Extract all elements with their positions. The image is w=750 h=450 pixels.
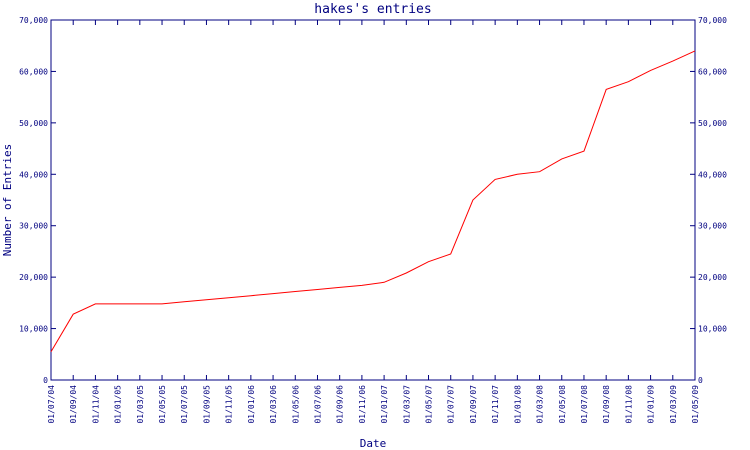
- y2-tick-label: 40,000: [698, 170, 727, 179]
- y-tick-label: 30,000: [19, 222, 48, 231]
- x-tick-label: 01/07/06: [313, 385, 322, 424]
- x-tick-label: 01/11/08: [624, 385, 633, 424]
- y-tick-label: 0: [43, 376, 48, 385]
- x-tick-label: 01/05/05: [158, 385, 167, 424]
- x-tick-label: 01/07/04: [47, 385, 56, 424]
- x-tick-label: 01/03/08: [536, 385, 545, 424]
- y-tick-label: 40,000: [19, 170, 48, 179]
- y-tick-label: 60,000: [19, 67, 48, 76]
- x-axis-title: Date: [360, 437, 387, 450]
- y2-tick-label: 30,000: [698, 222, 727, 231]
- x-tick-label: 01/01/05: [114, 385, 123, 424]
- x-tick-label: 01/01/09: [647, 385, 656, 424]
- x-tick-label: 01/11/04: [91, 385, 100, 424]
- y-tick-label: 20,000: [19, 273, 48, 282]
- x-tick-label: 01/05/06: [291, 385, 300, 424]
- y2-tick-label: 10,000: [698, 325, 727, 334]
- y-tick-label: 10,000: [19, 325, 48, 334]
- x-tick-label: 01/01/06: [247, 385, 256, 424]
- y2-tick-label: 60,000: [698, 67, 727, 76]
- x-tick-label: 01/03/05: [136, 385, 145, 424]
- x-tick-label: 01/03/06: [269, 385, 278, 424]
- y-tick-label: 50,000: [19, 119, 48, 128]
- x-tick-label: 01/09/06: [336, 385, 345, 424]
- plot-frame: [50, 19, 696, 381]
- x-tick-label: 01/03/09: [669, 385, 678, 424]
- y2-tick-label: 50,000: [698, 119, 727, 128]
- x-tick-label: 01/01/08: [513, 385, 522, 424]
- x-tick-label: 01/07/07: [447, 385, 456, 424]
- x-tick-label: 01/05/07: [425, 385, 434, 424]
- y2-tick-label: 70,000: [698, 16, 727, 25]
- x-tick-label: 01/09/05: [202, 385, 211, 424]
- y2-tick-label: 20,000: [698, 273, 727, 282]
- x-tick-label: 01/01/07: [380, 385, 389, 424]
- x-tick-label: 01/09/07: [469, 385, 478, 424]
- chart-title: hakes's entries: [314, 2, 431, 17]
- x-tick-label: 01/05/08: [558, 385, 567, 424]
- x-tick-label: 01/11/07: [491, 385, 500, 424]
- y-axis-title: Number of Entries: [1, 144, 14, 257]
- x-tick-label: 01/03/07: [402, 385, 411, 424]
- data-line: [50, 50, 696, 352]
- x-tick-label: 01/11/05: [225, 385, 234, 424]
- x-tick-label: 01/07/05: [180, 385, 189, 424]
- x-tick-label: 01/07/08: [580, 385, 589, 424]
- y-tick-label: 70,000: [19, 16, 48, 25]
- x-tick-label: 01/09/04: [69, 385, 78, 424]
- x-tick-label: 01/11/06: [358, 385, 367, 424]
- y2-tick-label: 0: [698, 376, 703, 385]
- x-tick-label: 01/09/08: [602, 385, 611, 424]
- x-tick-label: 01/05/09: [691, 385, 700, 424]
